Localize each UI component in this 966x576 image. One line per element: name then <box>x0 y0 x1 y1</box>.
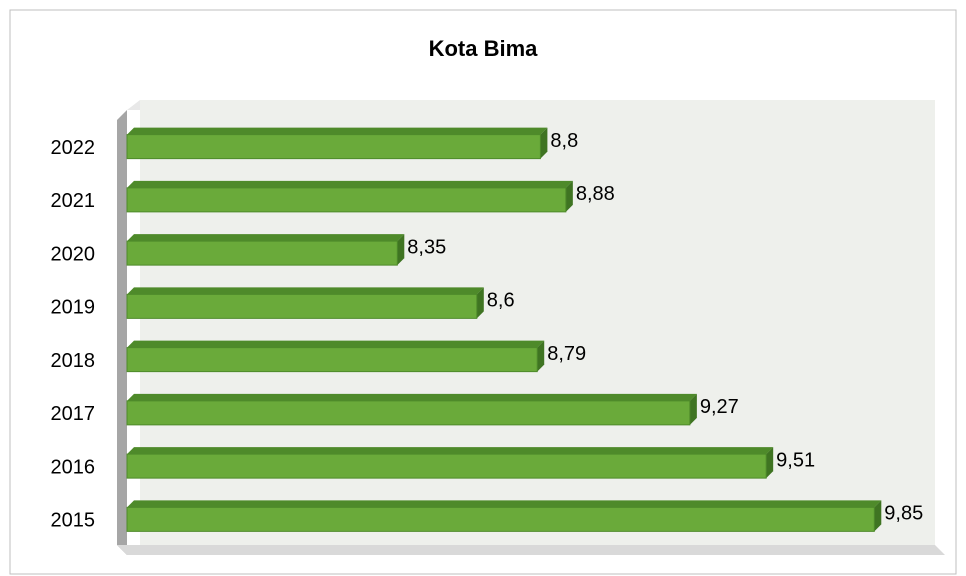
plot-floor <box>117 545 945 555</box>
bar <box>126 506 875 532</box>
bar-side <box>689 393 697 425</box>
bar-top <box>127 340 545 348</box>
y-tick-label: 2022 <box>51 137 96 159</box>
chart-title: Kota Bima <box>429 36 539 61</box>
bar-side <box>766 447 774 479</box>
bar-side <box>874 500 882 532</box>
bar <box>126 453 767 479</box>
data-label: 8,79 <box>547 343 586 365</box>
bar-side <box>565 180 573 212</box>
data-label: 8,8 <box>550 130 578 152</box>
bar-side <box>476 287 484 319</box>
data-label: 8,88 <box>576 183 615 205</box>
y-tick-label: 2015 <box>51 510 96 532</box>
bar <box>126 187 567 213</box>
plot-wall <box>117 110 127 555</box>
bar-top <box>127 234 405 242</box>
bar-top <box>127 447 774 455</box>
bar <box>126 347 538 373</box>
bar-side <box>537 340 545 372</box>
bar <box>126 240 398 266</box>
y-tick-label: 2021 <box>51 190 96 212</box>
data-label: 8,35 <box>407 236 446 258</box>
y-tick-label: 2020 <box>51 243 96 265</box>
data-label: 9,27 <box>700 396 739 418</box>
bar-top <box>127 393 697 401</box>
bar-top <box>127 500 882 508</box>
bar <box>126 400 691 426</box>
bar <box>126 293 478 319</box>
bar-top <box>127 127 548 135</box>
y-tick-label: 2016 <box>51 456 96 478</box>
y-tick-label: 2018 <box>51 350 96 372</box>
y-tick-label: 2017 <box>51 403 96 425</box>
data-label: 9,51 <box>776 449 815 471</box>
bar-side <box>540 127 548 159</box>
data-label: 8,6 <box>487 290 515 312</box>
bar <box>126 134 541 160</box>
data-label: 9,85 <box>884 503 923 525</box>
bar-side <box>397 234 405 266</box>
bar-top <box>127 180 573 188</box>
y-tick-label: 2019 <box>51 297 96 319</box>
bar-top <box>127 287 484 295</box>
